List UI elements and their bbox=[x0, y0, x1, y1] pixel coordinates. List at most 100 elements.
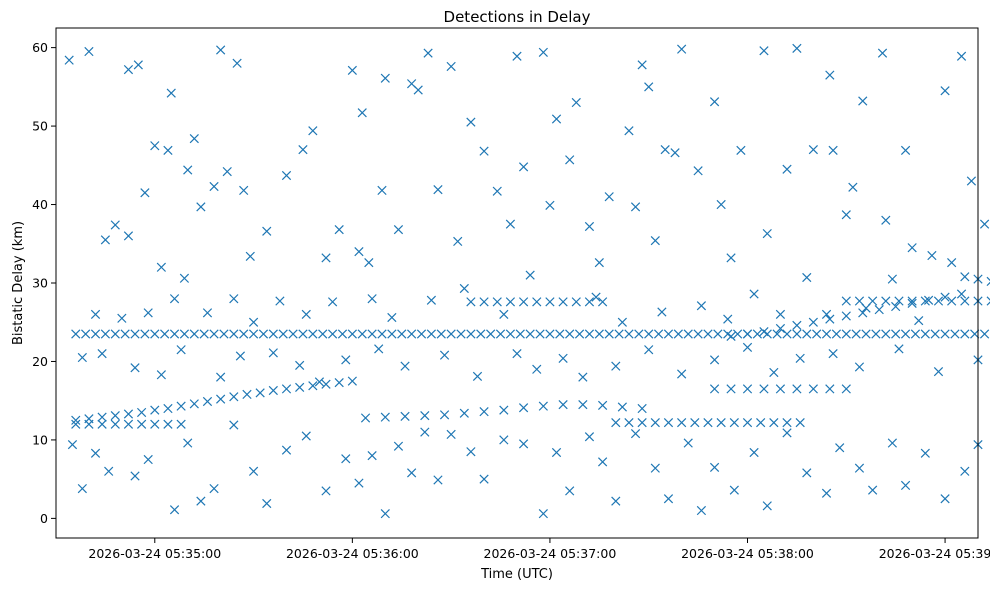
data-point bbox=[836, 444, 844, 452]
data-point bbox=[236, 352, 244, 360]
data-point bbox=[381, 74, 389, 82]
data-point bbox=[203, 397, 211, 405]
data-point bbox=[579, 373, 587, 381]
data-point bbox=[68, 440, 76, 448]
data-point bbox=[760, 47, 768, 55]
data-point bbox=[776, 385, 784, 393]
data-point bbox=[355, 479, 363, 487]
data-point bbox=[269, 330, 277, 338]
data-point bbox=[239, 186, 247, 194]
data-point bbox=[717, 200, 725, 208]
data-point bbox=[500, 406, 508, 414]
data-point bbox=[822, 310, 830, 318]
data-point bbox=[677, 418, 685, 426]
data-point bbox=[796, 354, 804, 362]
data-point bbox=[210, 182, 218, 190]
data-point bbox=[137, 420, 145, 428]
data-point bbox=[803, 330, 811, 338]
data-point bbox=[852, 330, 860, 338]
data-point bbox=[243, 390, 251, 398]
data-point bbox=[190, 134, 198, 142]
data-point bbox=[381, 413, 389, 421]
data-point bbox=[891, 330, 899, 338]
data-point bbox=[743, 385, 751, 393]
data-point bbox=[618, 318, 626, 326]
data-point bbox=[598, 458, 606, 466]
chart-title: Detections in Delay bbox=[444, 8, 591, 26]
data-point bbox=[131, 364, 139, 372]
data-point bbox=[299, 145, 307, 153]
data-point bbox=[783, 165, 791, 173]
data-point bbox=[180, 330, 188, 338]
data-point bbox=[388, 330, 396, 338]
data-point bbox=[473, 372, 481, 380]
data-point bbox=[651, 418, 659, 426]
data-point bbox=[203, 309, 211, 317]
data-point bbox=[263, 499, 271, 507]
data-point bbox=[506, 298, 514, 306]
data-point bbox=[124, 420, 132, 428]
data-point bbox=[664, 330, 672, 338]
data-point bbox=[170, 506, 178, 514]
data-point bbox=[812, 330, 820, 338]
data-point bbox=[200, 330, 208, 338]
data-point bbox=[239, 330, 247, 338]
data-point bbox=[565, 330, 573, 338]
data-point bbox=[585, 222, 593, 230]
data-point bbox=[358, 330, 366, 338]
data-point bbox=[556, 330, 564, 338]
data-point bbox=[565, 487, 573, 495]
data-point bbox=[645, 83, 653, 91]
data-point bbox=[124, 232, 132, 240]
data-point bbox=[467, 330, 475, 338]
data-point bbox=[826, 385, 834, 393]
data-point bbox=[859, 309, 867, 317]
data-point bbox=[519, 163, 527, 171]
data-point bbox=[144, 455, 152, 463]
data-point bbox=[98, 413, 106, 421]
x-tick-label: 2026-03-24 05:36:00 bbox=[286, 546, 419, 561]
data-point bbox=[727, 385, 735, 393]
data-point bbox=[279, 330, 287, 338]
data-point bbox=[552, 448, 560, 456]
data-point bbox=[911, 330, 919, 338]
data-point bbox=[467, 298, 475, 306]
data-point bbox=[216, 373, 224, 381]
data-point bbox=[842, 297, 850, 305]
data-point bbox=[368, 294, 376, 302]
data-point bbox=[592, 293, 600, 301]
data-point bbox=[612, 497, 620, 505]
data-point bbox=[888, 275, 896, 283]
data-point bbox=[282, 385, 290, 393]
data-point bbox=[348, 66, 356, 74]
data-point bbox=[961, 330, 969, 338]
data-point bbox=[417, 330, 425, 338]
data-point bbox=[440, 351, 448, 359]
data-point bbox=[519, 404, 527, 412]
data-point bbox=[783, 418, 791, 426]
data-point bbox=[651, 236, 659, 244]
data-point bbox=[276, 297, 284, 305]
data-point bbox=[737, 146, 745, 154]
data-point bbox=[855, 363, 863, 371]
data-point bbox=[338, 330, 346, 338]
data-point bbox=[559, 354, 567, 362]
data-point bbox=[335, 378, 343, 386]
data-point bbox=[585, 433, 593, 441]
data-point bbox=[631, 429, 639, 437]
data-point bbox=[111, 420, 119, 428]
y-tick-label: 60 bbox=[32, 40, 48, 55]
data-point bbox=[111, 330, 119, 338]
data-point bbox=[618, 403, 626, 411]
data-point bbox=[388, 313, 396, 321]
data-point bbox=[414, 86, 422, 94]
data-point bbox=[513, 349, 521, 357]
data-point bbox=[888, 439, 896, 447]
data-point bbox=[901, 330, 909, 338]
data-point bbox=[710, 385, 718, 393]
data-point bbox=[98, 349, 106, 357]
data-point bbox=[124, 410, 132, 418]
data-point bbox=[467, 447, 475, 455]
data-point bbox=[322, 487, 330, 495]
data-point bbox=[760, 385, 768, 393]
